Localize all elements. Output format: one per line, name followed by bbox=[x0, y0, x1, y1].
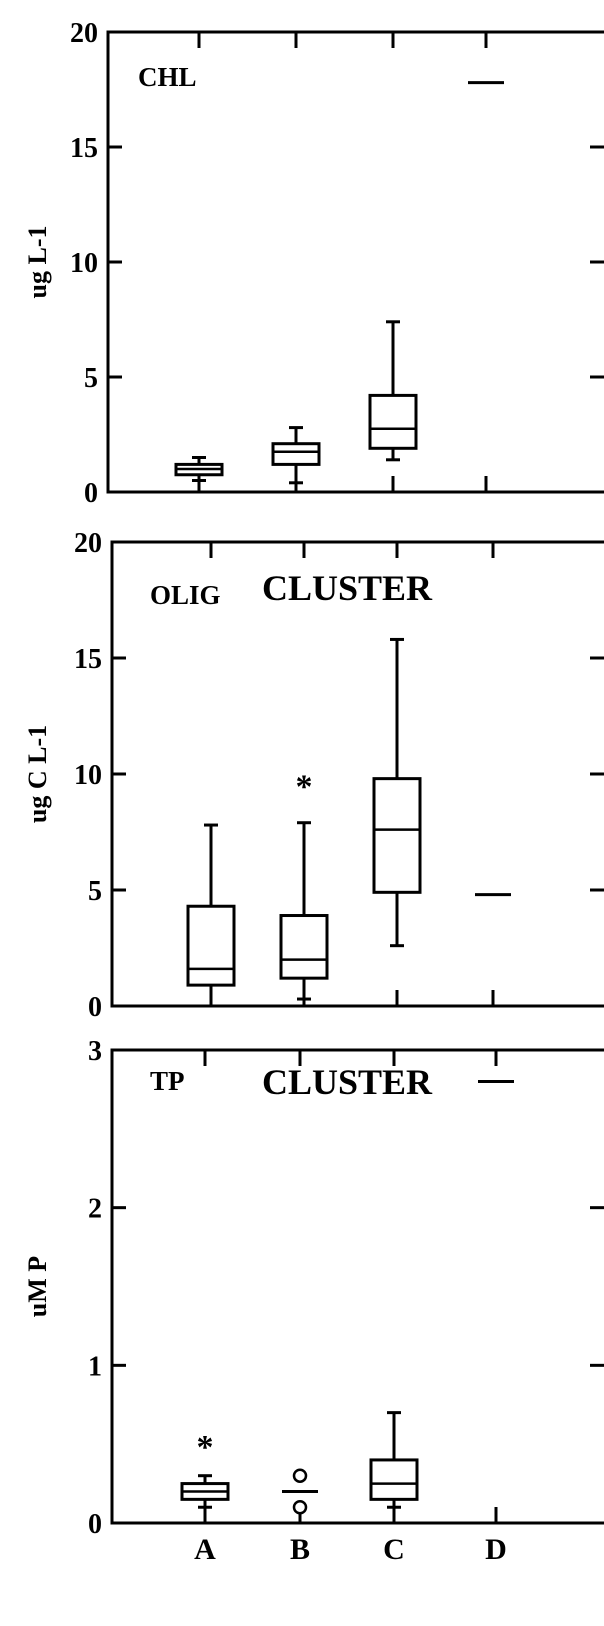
box-b: * bbox=[279, 768, 329, 1001]
y-tick-label: 10 bbox=[74, 760, 102, 791]
panel-title: OLIG bbox=[150, 580, 221, 610]
box-c bbox=[369, 1411, 419, 1509]
extreme-point: * bbox=[296, 768, 313, 805]
outlier-point bbox=[292, 1499, 308, 1515]
box-iqr bbox=[369, 1458, 419, 1501]
box-a bbox=[174, 456, 224, 482]
outlier-point bbox=[292, 1468, 308, 1483]
box-c bbox=[368, 320, 418, 462]
y-tick-label: 0 bbox=[88, 1509, 102, 1540]
panel-subtitle: CLUSTER bbox=[262, 1062, 433, 1102]
y-tick-label: 10 bbox=[70, 248, 98, 279]
extreme-point: * bbox=[197, 1429, 214, 1466]
y-tick-label: 15 bbox=[70, 133, 98, 164]
box-iqr bbox=[271, 442, 321, 466]
y-tick-label: 15 bbox=[74, 644, 102, 675]
y-tick-label: 3 bbox=[88, 1036, 102, 1067]
y-tick-label: 20 bbox=[74, 528, 102, 559]
box-b bbox=[271, 426, 321, 485]
panel-title: CHL bbox=[138, 62, 197, 92]
y-tick-label: 0 bbox=[84, 478, 98, 509]
plot-frame bbox=[110, 1048, 604, 1525]
box-a bbox=[186, 823, 236, 1008]
panel-title: TP bbox=[150, 1066, 185, 1096]
category-label-c: C bbox=[383, 1533, 405, 1566]
y-axis-label: ug L-1 bbox=[23, 226, 52, 299]
panel-chl: 0 5 10 15 20 CHL ug L-1 bbox=[23, 18, 604, 509]
panel-tp: 0 1 2 3 A B C D TP CLUSTER uM P * bbox=[23, 1036, 604, 1566]
box-b bbox=[282, 1468, 318, 1515]
box-iqr bbox=[279, 914, 329, 980]
box-iqr bbox=[372, 777, 422, 894]
y-tick-label: 20 bbox=[70, 18, 98, 49]
y-axis-label: ug C L-1 bbox=[23, 725, 52, 823]
box-c bbox=[372, 637, 422, 948]
plot-frame bbox=[106, 30, 604, 494]
panel-subtitle: CLUSTER bbox=[262, 568, 433, 608]
y-tick-label: 2 bbox=[88, 1194, 102, 1225]
panel-olig: 0 5 10 15 20 OLIG CLUSTER ug C L-1 * bbox=[23, 528, 604, 1023]
category-label-d: D bbox=[485, 1533, 507, 1566]
y-tick-label: 0 bbox=[88, 992, 102, 1023]
y-tick-label: 5 bbox=[88, 876, 102, 907]
box-iqr bbox=[186, 904, 236, 987]
y-axis-label: uM P bbox=[23, 1256, 52, 1318]
plot-frame bbox=[110, 540, 604, 1008]
y-tick-label: 5 bbox=[84, 363, 98, 394]
box-iqr bbox=[368, 393, 418, 450]
category-label-a: A bbox=[194, 1533, 216, 1566]
category-label-b: B bbox=[290, 1533, 310, 1566]
box-a: * bbox=[180, 1429, 230, 1509]
y-tick-label: 1 bbox=[88, 1351, 102, 1382]
